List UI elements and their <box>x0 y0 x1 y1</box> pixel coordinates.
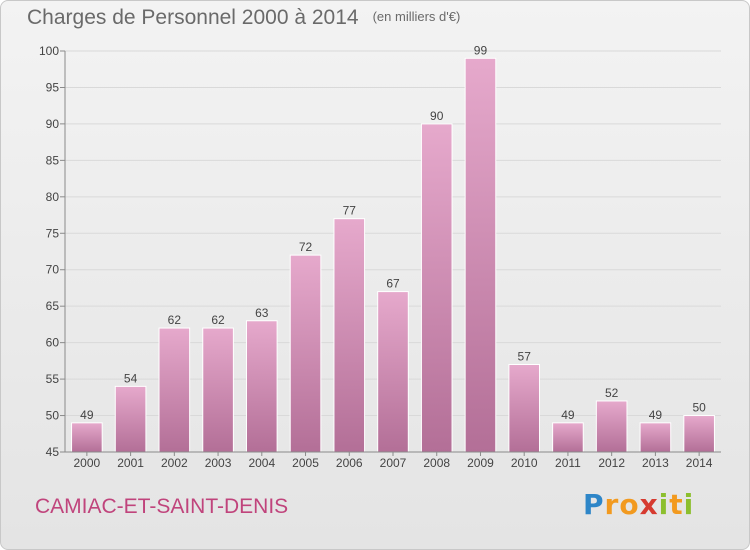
data-label: 62 <box>168 313 182 327</box>
logo-letter: x <box>639 488 659 521</box>
chart-title: Charges de Personnel 2000 à 2014 (en mill… <box>27 6 460 30</box>
x-tick-label: 2008 <box>423 456 450 470</box>
y-tick-label: 50 <box>46 409 60 423</box>
data-label: 49 <box>80 408 94 422</box>
logo-letter: t <box>669 488 684 521</box>
x-tick-label: 2000 <box>74 456 101 470</box>
x-tick-label: 2013 <box>642 456 669 470</box>
logo-letter: r <box>604 488 620 521</box>
bar-2002 <box>158 327 191 453</box>
bar-2005 <box>289 254 322 453</box>
y-tick-label: 70 <box>46 263 60 277</box>
bar-2009 <box>464 57 497 453</box>
bar-2012 <box>595 400 628 453</box>
y-tick-label: 60 <box>46 336 60 350</box>
x-tick-label: 2003 <box>205 456 232 470</box>
y-tick-label: 90 <box>46 117 60 131</box>
x-tick-label: 2005 <box>292 456 319 470</box>
logo-letter: i <box>683 488 695 521</box>
y-tick-label: 95 <box>46 80 60 94</box>
commune-name: CAMIAC-ET-SAINT-DENIS <box>35 495 289 518</box>
data-label: 63 <box>255 306 269 320</box>
data-label: 52 <box>605 386 619 400</box>
data-label: 49 <box>561 408 575 422</box>
data-label: 57 <box>518 350 532 364</box>
logo-letter: o <box>619 488 640 521</box>
y-tick-label: 55 <box>46 372 60 386</box>
data-label: 67 <box>386 277 400 291</box>
y-tick-label: 75 <box>46 226 60 240</box>
data-label: 77 <box>343 204 357 218</box>
proxiti-logo: Proxiti <box>583 488 694 521</box>
bar-2007 <box>377 291 409 453</box>
data-label: 54 <box>124 371 138 385</box>
bar-2001 <box>114 385 147 453</box>
x-tick-label: 2011 <box>555 456 581 470</box>
x-tick-label: 2002 <box>161 456 188 470</box>
x-tick-label: 2010 <box>511 456 538 470</box>
x-tick-label: 2001 <box>117 456 144 470</box>
y-tick-label: 85 <box>46 153 60 167</box>
data-label: 90 <box>430 109 444 123</box>
bar-2013 <box>639 422 672 453</box>
y-tick-label: 65 <box>46 299 60 313</box>
data-label: 50 <box>692 401 706 415</box>
bar-2003 <box>202 327 234 453</box>
chart-title-text: Charges de Personnel 2000 à 2014 <box>27 6 359 29</box>
x-tick-label: 2006 <box>336 456 363 470</box>
bar-2014 <box>683 415 715 453</box>
bar-2000 <box>71 422 103 453</box>
x-tick-label: 2009 <box>467 456 494 470</box>
data-label: 62 <box>211 313 225 327</box>
bar-2010 <box>508 364 541 453</box>
data-label: 49 <box>649 408 663 422</box>
x-tick-label: 2012 <box>598 456 625 470</box>
x-tick-label: 2007 <box>380 456 407 470</box>
y-tick-label: 100 <box>39 44 59 58</box>
bar-2004 <box>245 320 278 453</box>
bar-2008 <box>420 123 453 453</box>
logo-letter: i <box>658 488 670 521</box>
y-tick-label: 45 <box>46 445 60 459</box>
chart-subtitle: (en milliers d'€) <box>372 9 461 24</box>
y-tick-label: 80 <box>46 190 60 204</box>
bar-2011 <box>552 422 584 453</box>
data-label: 72 <box>299 240 313 254</box>
bar-2006 <box>333 218 366 453</box>
x-tick-label: 2004 <box>248 456 275 470</box>
logo-letter: P <box>583 488 605 521</box>
data-label: 99 <box>474 43 488 57</box>
x-tick-label: 2014 <box>686 456 713 470</box>
